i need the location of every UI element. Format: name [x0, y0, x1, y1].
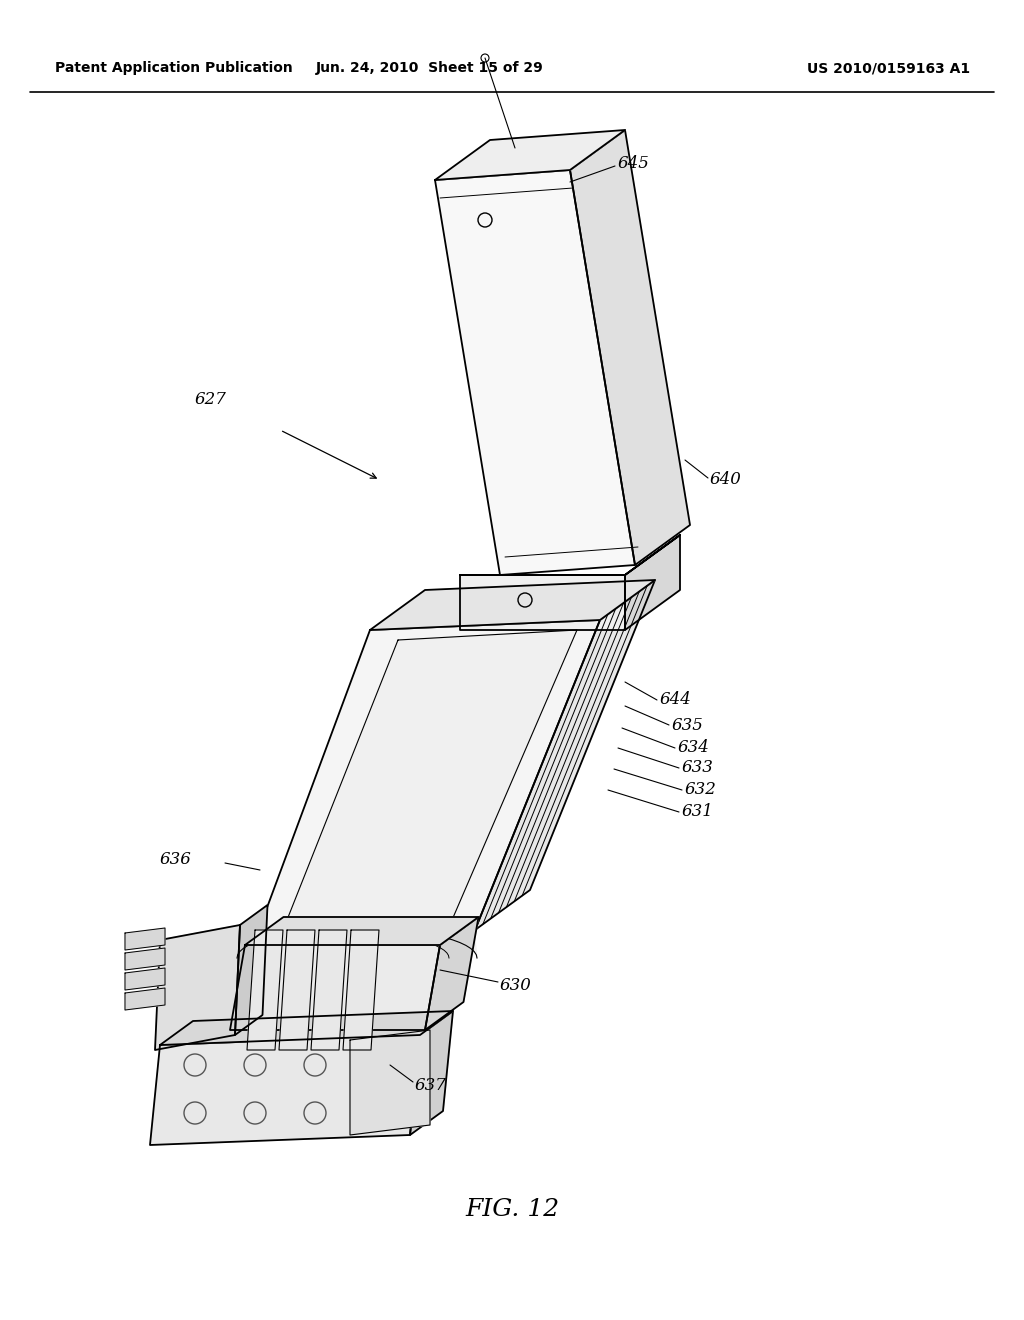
Polygon shape [255, 620, 600, 940]
Polygon shape [425, 917, 478, 1030]
Polygon shape [370, 579, 655, 630]
Polygon shape [460, 535, 680, 576]
Polygon shape [343, 931, 379, 1049]
Text: 644: 644 [660, 692, 692, 709]
Polygon shape [410, 1011, 453, 1135]
Polygon shape [155, 925, 240, 1049]
Polygon shape [237, 928, 477, 958]
Text: 645: 645 [618, 154, 650, 172]
Polygon shape [247, 931, 283, 1049]
Polygon shape [283, 630, 577, 931]
Polygon shape [625, 535, 680, 630]
Polygon shape [311, 931, 347, 1049]
Polygon shape [475, 579, 655, 931]
Polygon shape [150, 1035, 420, 1144]
Text: Jun. 24, 2010  Sheet 15 of 29: Jun. 24, 2010 Sheet 15 of 29 [316, 61, 544, 75]
Polygon shape [350, 1030, 430, 1135]
Polygon shape [460, 576, 625, 630]
Text: 632: 632 [685, 781, 717, 799]
Text: US 2010/0159163 A1: US 2010/0159163 A1 [807, 61, 970, 75]
Polygon shape [234, 906, 267, 1035]
Text: 631: 631 [682, 804, 714, 821]
Text: Patent Application Publication: Patent Application Publication [55, 61, 293, 75]
Polygon shape [125, 948, 165, 970]
Polygon shape [245, 917, 478, 945]
Polygon shape [435, 129, 625, 180]
Text: FIG. 12: FIG. 12 [465, 1199, 559, 1221]
Text: 633: 633 [682, 759, 714, 776]
Text: 634: 634 [678, 739, 710, 756]
Text: 635: 635 [672, 717, 703, 734]
Text: 627: 627 [195, 392, 227, 408]
Text: 640: 640 [710, 471, 741, 488]
Polygon shape [125, 987, 165, 1010]
Polygon shape [435, 170, 635, 576]
Polygon shape [279, 931, 315, 1049]
Text: 630: 630 [500, 977, 531, 994]
Text: 636: 636 [160, 851, 191, 869]
Polygon shape [125, 928, 165, 950]
Polygon shape [230, 945, 440, 1030]
Text: 637: 637 [415, 1077, 446, 1093]
Polygon shape [160, 1011, 453, 1045]
Polygon shape [570, 129, 690, 565]
Polygon shape [125, 968, 165, 990]
